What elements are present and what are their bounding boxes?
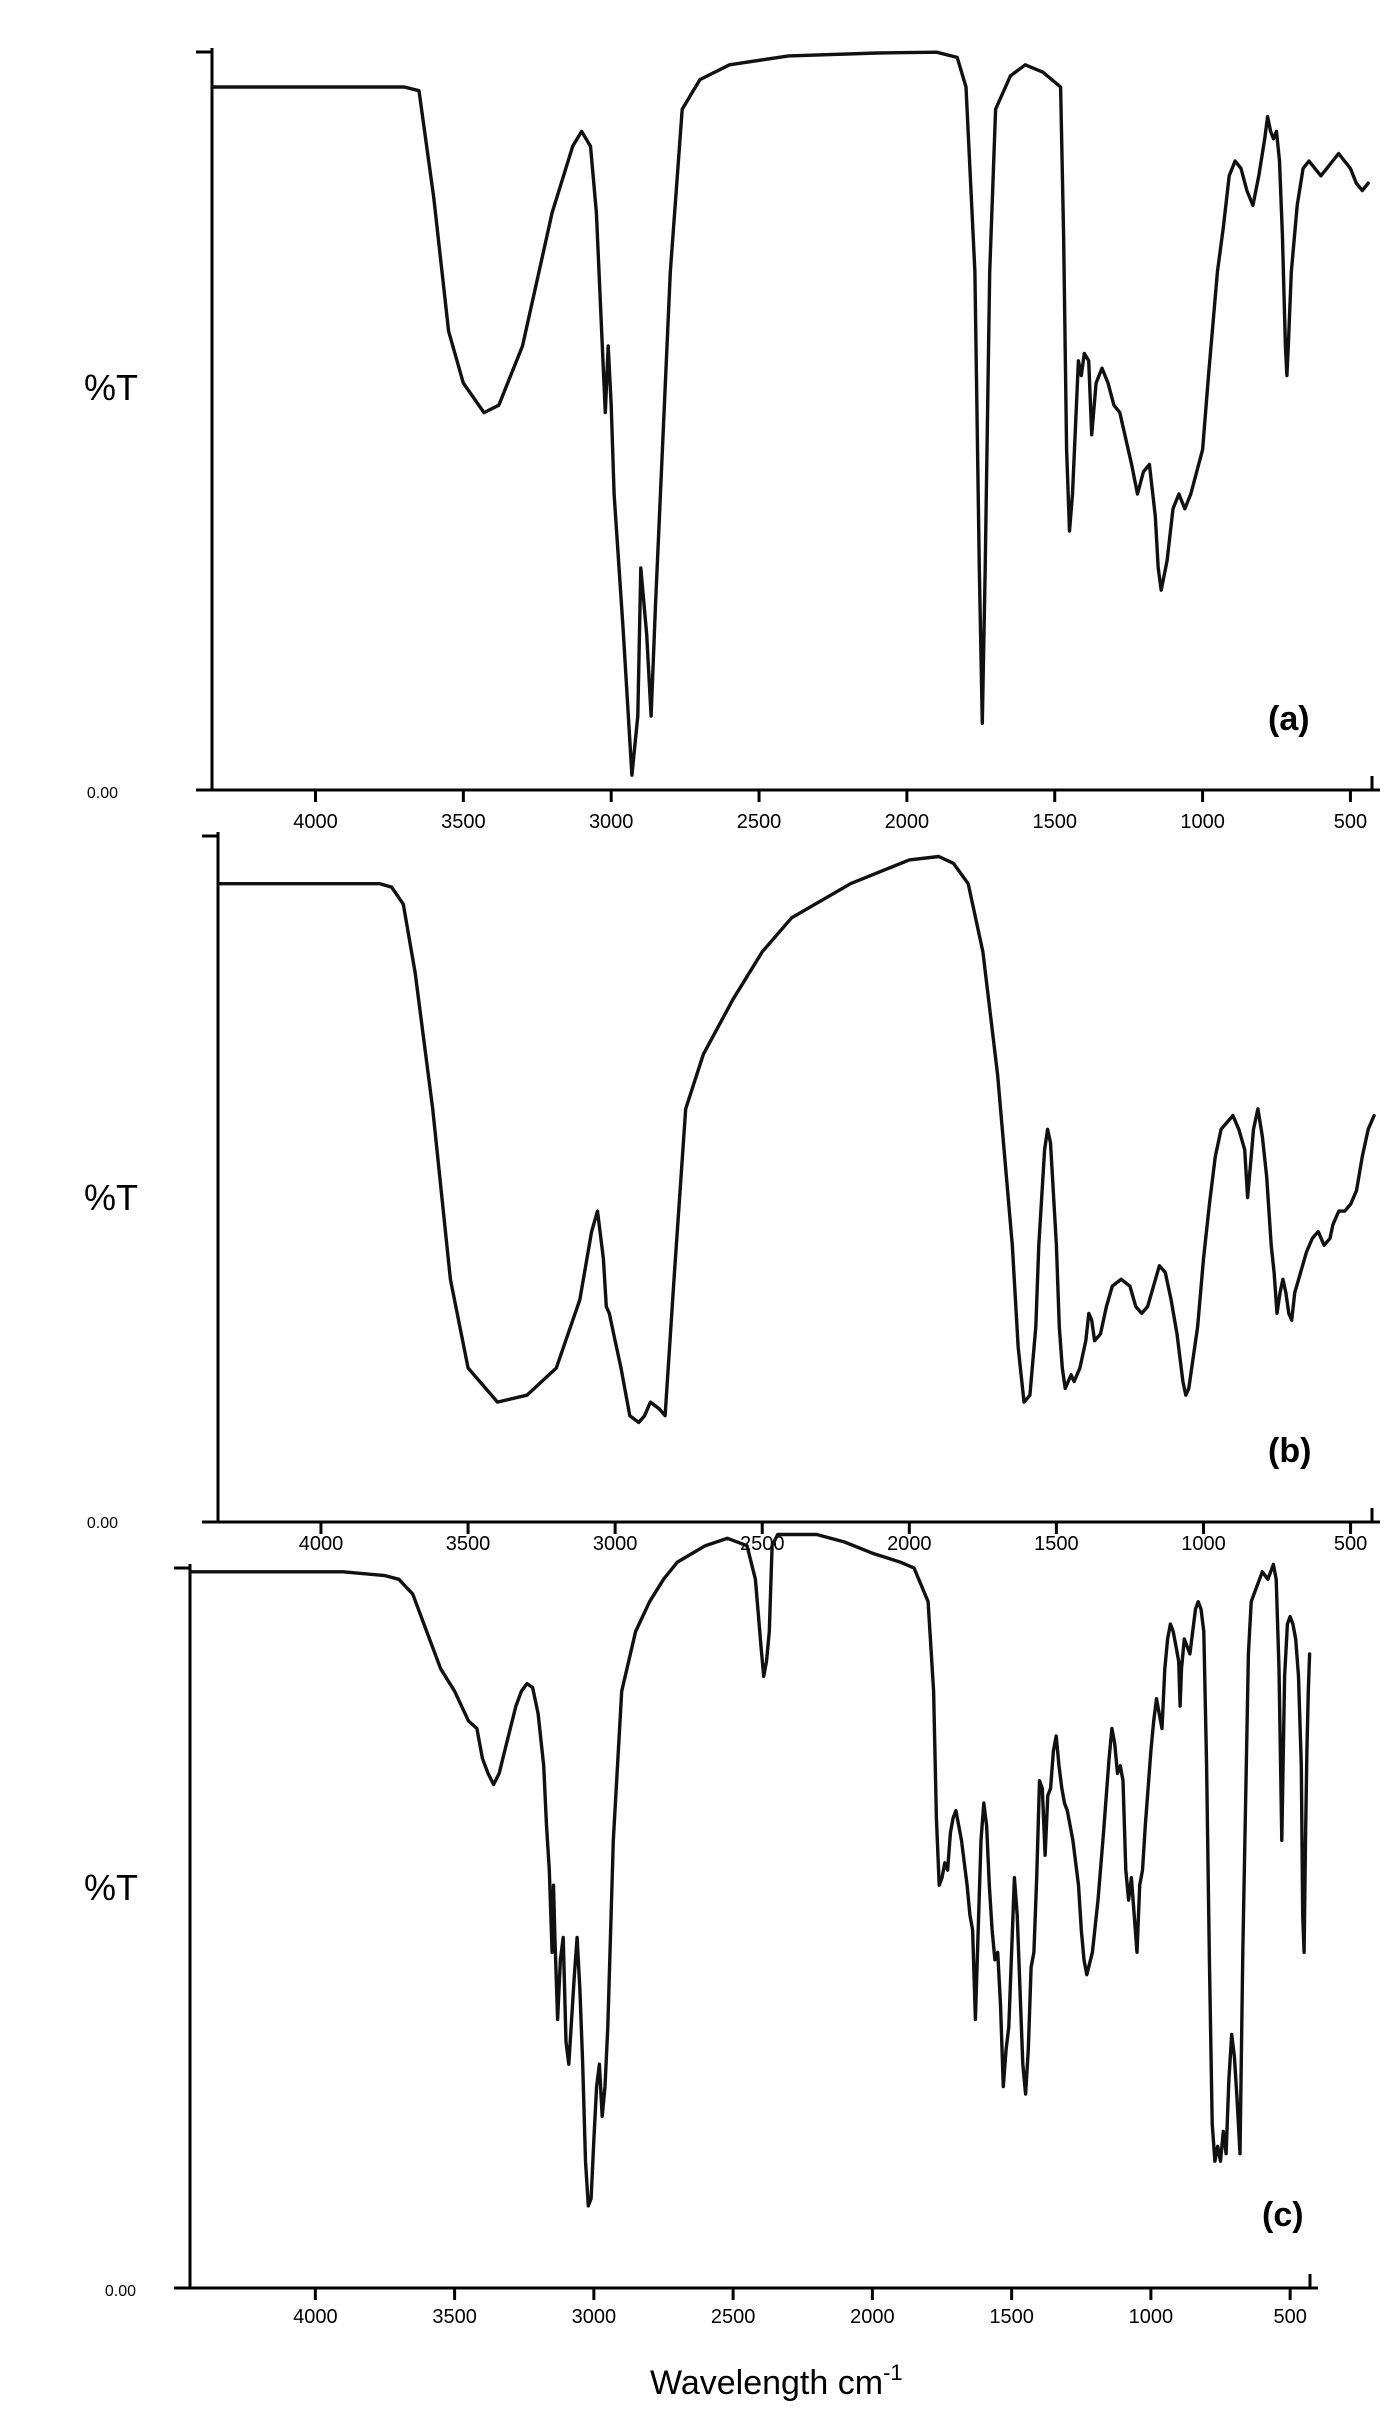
chart-panel-b: 4000 3500 3000 2500 2000 1500 1000 500%T0.00(b) <box>84 832 1380 1555</box>
x-tick-label: 2000 <box>850 2306 895 2328</box>
x-tick-label: 3000 <box>589 811 634 833</box>
y-axis-label: %T <box>84 1867 138 1908</box>
x-tick-label: 500 <box>1334 811 1367 833</box>
panel-label-b: (b) <box>1268 1432 1311 1470</box>
x-tick-label: 2000 <box>887 1533 932 1555</box>
x-tick-label: 1500 <box>1032 811 1077 833</box>
x-tick-label: 1500 <box>989 2306 1034 2328</box>
y-axis-label: %T <box>84 367 138 408</box>
x-tick-label: 3000 <box>572 2306 617 2328</box>
x-tick-label: 4000 <box>293 2306 338 2328</box>
x-axis-title-text: Wavelength cm <box>650 2364 883 2402</box>
x-tick-label: 1000 <box>1129 2306 1174 2328</box>
panel-label-c: (c) <box>1262 2196 1304 2234</box>
y-axis-label: %T <box>84 1177 138 1218</box>
x-axis-title-superscript: -1 <box>883 2360 903 2385</box>
chart-panel-c: 4000 3500 3000 2500 2000 1500 1000 500 %T 0.00 (c) <box>84 1532 1318 2328</box>
x-tick-label: 4000 <box>299 1533 344 1555</box>
x-tick-label: 3500 <box>446 1533 491 1555</box>
x-tick-label: 2000 <box>885 811 930 833</box>
spectrum-line-c <box>188 1532 1312 2208</box>
y-axis-zero-label: 0.00 <box>87 785 118 802</box>
x-tick-label: 2500 <box>711 2306 756 2328</box>
x-tick-label: 3000 <box>593 1533 638 1555</box>
y-axis-zero-label: 0.00 <box>87 1515 118 1532</box>
x-axis-title: Wavelength cm-1 <box>650 2360 903 2402</box>
chart-panel-a: 4000 3500 3000 2500 2000 1500 1000 500 %T 0.00 (a) <box>84 48 1380 833</box>
x-tick-label: 1000 <box>1180 811 1225 833</box>
x-tick-label: 3500 <box>432 2306 477 2328</box>
spectrum-line-a <box>210 50 1370 777</box>
panel-label-a: (a) <box>1268 700 1310 738</box>
x-tick-label: 500 <box>1273 2306 1306 2328</box>
spectrum-line-b <box>216 854 1376 1425</box>
x-tick-label: 4000 <box>293 811 338 833</box>
x-tick-label: 3500 <box>441 811 486 833</box>
x-tick-label: 1500 <box>1034 1533 1079 1555</box>
y-axis-zero-label: 0.00 <box>105 2283 136 2300</box>
x-tick-label: 500 <box>1334 1533 1367 1555</box>
x-tick-label: 1000 <box>1181 1533 1226 1555</box>
x-tick-label: 2500 <box>737 811 782 833</box>
